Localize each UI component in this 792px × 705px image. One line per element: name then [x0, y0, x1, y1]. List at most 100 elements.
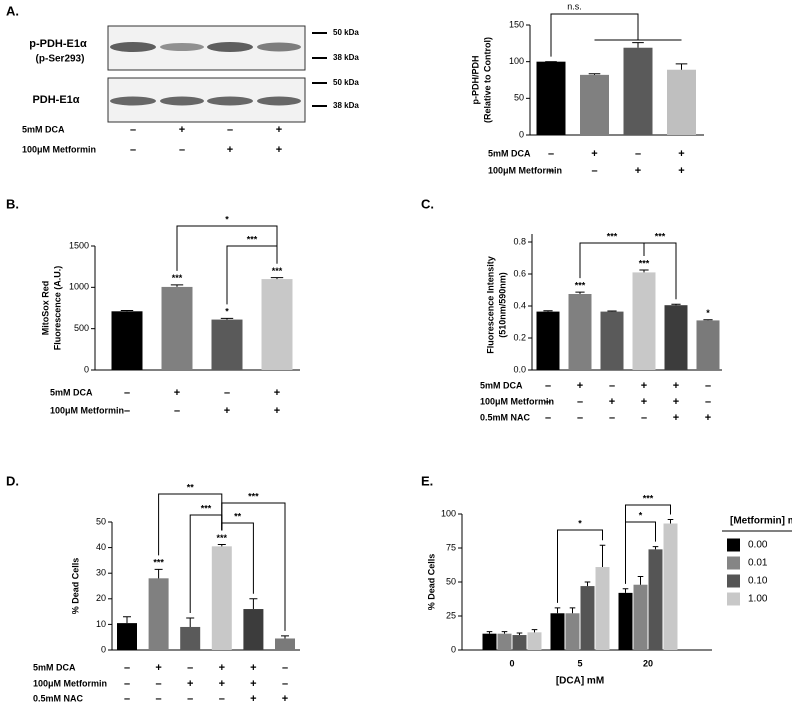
bar [497, 633, 512, 650]
condition-label: 5mM DCA [50, 387, 93, 397]
bar [623, 47, 653, 135]
error-bar [217, 544, 226, 547]
y-axis-label: % Dead Cells [70, 558, 80, 615]
y-tick-label: 150 [509, 19, 524, 29]
error-bar [622, 588, 629, 593]
y-tick-label: 0 [101, 644, 106, 654]
y-tick-label: 0.4 [513, 300, 526, 310]
x-tick-label: 0 [509, 658, 514, 668]
error-bar [588, 73, 601, 75]
bar [243, 609, 264, 650]
significance-label: * [639, 510, 643, 520]
significance-label: *** [201, 503, 212, 513]
condition-sign: – [705, 396, 711, 408]
marker-label: 50 kDa [333, 78, 359, 87]
condition-sign: – [124, 693, 130, 705]
significance-label: *** [655, 231, 666, 241]
significance-bracket [557, 529, 603, 603]
condition-sign: – [124, 678, 130, 690]
condition-sign: + [250, 678, 256, 690]
condition-sign: + [678, 148, 684, 160]
condition-sign: – [705, 380, 711, 392]
bar [633, 584, 648, 650]
y-tick-label: 50 [96, 516, 106, 526]
x-tick-label: 20 [643, 658, 653, 668]
y-tick-label: 20 [96, 593, 106, 603]
condition-sign: + [673, 412, 679, 424]
condition-sign: – [577, 396, 583, 408]
condition-label: 5mM DCA [480, 380, 523, 390]
condition-sign: + [174, 387, 180, 399]
y-tick-label: 40 [96, 542, 106, 552]
condition-sign: – [545, 412, 551, 424]
condition-sign: + [179, 124, 185, 136]
significance-label: * [578, 518, 582, 528]
condition-label: 100μM Metformin [33, 678, 107, 688]
band [207, 42, 253, 52]
panel-label: C. [421, 196, 434, 211]
marker-label: 50 kDa [333, 28, 359, 37]
condition-sign: – [545, 380, 551, 392]
significance-label: * [706, 308, 710, 318]
bar [148, 578, 169, 650]
significance-label: *** [153, 558, 164, 568]
legend-label: 1.00 [748, 594, 768, 605]
significance-label: *** [248, 491, 259, 501]
significance-bracket [226, 245, 278, 305]
x-tick-label: 5 [577, 658, 582, 668]
bar [600, 311, 624, 370]
error-bar [652, 546, 659, 550]
condition-label: 0.5mM NAC [33, 693, 84, 703]
error-bar [186, 617, 195, 627]
y-tick-label: 0.2 [513, 332, 526, 342]
significance-bracket [221, 522, 254, 594]
error-bar [486, 631, 493, 634]
y-tick-label: 0 [451, 644, 456, 654]
band [207, 96, 253, 106]
bar [180, 626, 201, 650]
error-bar [123, 616, 131, 624]
condition-sign: – [641, 412, 647, 424]
legend-swatch [727, 574, 740, 588]
marker-label: 38 kDa [333, 101, 359, 110]
y-tick-label: 0.0 [513, 364, 526, 374]
y-axis-label: (510nm/590nm) [497, 272, 507, 338]
condition-sign: – [609, 412, 615, 424]
bar [568, 294, 592, 370]
condition-sign: + [227, 144, 233, 156]
condition-sign: + [250, 693, 256, 705]
bar [565, 613, 580, 650]
legend-label: 0.00 [748, 540, 768, 551]
bar [482, 633, 497, 650]
condition-sign: – [124, 387, 130, 399]
condition-sign: – [124, 662, 130, 674]
y-axis-label: Fluorescence (A.U.) [52, 266, 62, 351]
bar [595, 567, 610, 650]
condition-sign: – [545, 396, 551, 408]
error-bar [281, 635, 289, 639]
significance-label: *** [643, 493, 654, 503]
bar [663, 523, 678, 650]
y-tick-label: 100 [509, 56, 524, 66]
bar [696, 320, 720, 370]
error-bar [170, 284, 184, 287]
significance-bracket [643, 242, 677, 300]
error-bar [671, 303, 681, 306]
condition-sign: + [219, 662, 225, 674]
significance-label: * [225, 214, 229, 224]
x-axis-label: [DCA] mM [556, 676, 604, 687]
bar [527, 632, 542, 650]
band [160, 96, 204, 106]
condition-sign: – [224, 387, 230, 399]
significance-label: *** [172, 273, 183, 283]
condition-sign: – [156, 678, 162, 690]
condition-sign: – [609, 380, 615, 392]
bar [275, 638, 295, 650]
condition-sign: – [174, 405, 180, 417]
blot-row-sublabel: (p-Ser293) [36, 54, 85, 65]
bar [211, 546, 232, 650]
marker-label: 38 kDa [333, 53, 359, 62]
error-bar [632, 42, 644, 48]
significance-label: *** [272, 266, 283, 276]
condition-sign: + [155, 662, 161, 674]
